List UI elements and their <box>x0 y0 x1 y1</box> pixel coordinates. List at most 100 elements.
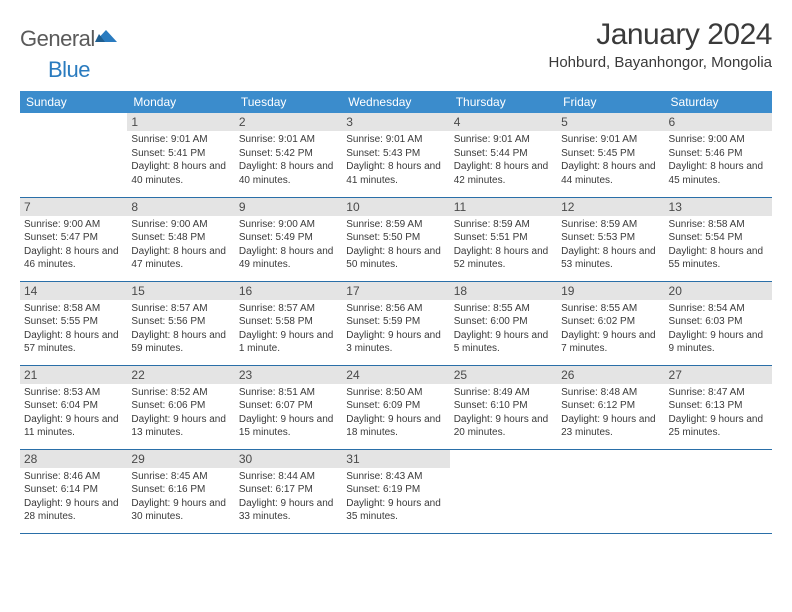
calendar-cell: 9Sunrise: 9:00 AMSunset: 5:49 PMDaylight… <box>235 197 342 281</box>
calendar-cell: 1Sunrise: 9:01 AMSunset: 5:41 PMDaylight… <box>127 113 234 197</box>
day-info: Sunrise: 8:56 AMSunset: 5:59 PMDaylight:… <box>346 302 445 356</box>
daylight-text: Daylight: 8 hours and 44 minutes. <box>561 160 660 187</box>
logo-wing-icon <box>95 24 117 47</box>
day-info: Sunrise: 9:01 AMSunset: 5:43 PMDaylight:… <box>346 133 445 187</box>
calendar-cell: 16 Sunrise: 8:57 AMSunset: 5:58 PMDayligh… <box>235 281 342 365</box>
daylight-text: Daylight: 9 hours and 28 minutes. <box>24 497 123 524</box>
sunrise-text: Sunrise: 8:59 AM <box>346 218 445 232</box>
day-info: Sunrise: 9:01 AMSunset: 5:44 PMDaylight:… <box>454 133 553 187</box>
day-number: 8 <box>127 198 234 216</box>
sunset-text: Sunset: 6:03 PM <box>669 315 768 329</box>
sunset-text: Sunset: 5:47 PM <box>24 231 123 245</box>
calendar-cell: 22Sunrise: 8:52 AMSunset: 6:06 PMDayligh… <box>127 365 234 449</box>
sunrise-text: Sunrise: 8:51 AM <box>239 386 338 400</box>
day-number: 21 <box>20 366 127 384</box>
day-number: 23 <box>235 366 342 384</box>
calendar-cell: 18Sunrise: 8:55 AMSunset: 6:00 PMDayligh… <box>450 281 557 365</box>
weekday-header: Wednesday <box>342 91 449 113</box>
day-number: 4 <box>450 113 557 131</box>
day-info: Sunrise: 8:48 AMSunset: 6:12 PMDaylight:… <box>561 386 660 440</box>
daylight-text: Daylight: 9 hours and 30 minutes. <box>131 497 230 524</box>
day-number: 19 <box>557 282 664 300</box>
calendar-cell: 28 Sunrise: 8:46 AMSunset: 6:14 PMDayligh… <box>20 449 127 533</box>
page: General January 2024 Hohburd, Bayanhongo… <box>0 0 792 534</box>
calendar-cell: 13Sunrise: 8:58 AMSunset: 5:54 PMDayligh… <box>665 197 772 281</box>
day-number: 30 <box>235 450 342 468</box>
sunrise-text: Sunrise: 9:00 AM <box>24 218 123 232</box>
day-info: Sunrise: 8:55 AMSunset: 6:00 PMDaylight:… <box>454 302 553 356</box>
calendar-cell: 26Sunrise: 8:48 AMSunset: 6:12 PMDayligh… <box>557 365 664 449</box>
daylight-text: Daylight: 9 hours and 18 minutes. <box>346 413 445 440</box>
sunset-text: Sunset: 5:41 PM <box>131 147 230 161</box>
day-info: Sunrise: 8:45 AMSunset: 6:16 PMDaylight:… <box>131 470 230 524</box>
day-number: 7 <box>20 198 127 216</box>
day-number: 17 <box>342 282 449 300</box>
sunrise-text: Sunrise: 8:55 AM <box>561 302 660 316</box>
day-info: Sunrise: 8:44 AMSunset: 6:17 PMDaylight:… <box>239 470 338 524</box>
sunrise-text: Sunrise: 8:49 AM <box>454 386 553 400</box>
day-number: 22 <box>127 366 234 384</box>
day-info: Sunrise: 9:01 AMSunset: 5:45 PMDaylight:… <box>561 133 660 187</box>
calendar-cell: 2Sunrise: 9:01 AMSunset: 5:42 PMDaylight… <box>235 113 342 197</box>
calendar-cell <box>450 449 557 533</box>
sunset-text: Sunset: 6:09 PM <box>346 399 445 413</box>
calendar-cell: 27Sunrise: 8:47 AMSunset: 6:13 PMDayligh… <box>665 365 772 449</box>
daylight-text: Daylight: 9 hours and 9 minutes. <box>669 329 768 356</box>
sunrise-text: Sunrise: 9:01 AM <box>239 133 338 147</box>
weekday-header: Monday <box>127 91 234 113</box>
day-info: Sunrise: 8:46 AMSunset: 6:14 PMDaylight:… <box>24 470 123 524</box>
day-number: 9 <box>235 198 342 216</box>
sunset-text: Sunset: 5:45 PM <box>561 147 660 161</box>
day-number: 31 <box>342 450 449 468</box>
weekday-header: Friday <box>557 91 664 113</box>
day-number: 3 <box>342 113 449 131</box>
sunrise-text: Sunrise: 9:01 AM <box>346 133 445 147</box>
daylight-text: Daylight: 8 hours and 49 minutes. <box>239 245 338 272</box>
day-info: Sunrise: 8:57 AMSunset: 5:58 PMDaylight:… <box>239 302 338 356</box>
day-info: Sunrise: 9:00 AMSunset: 5:47 PMDaylight:… <box>24 218 123 272</box>
calendar-row: 28 Sunrise: 8:46 AMSunset: 6:14 PMDayligh… <box>20 449 772 533</box>
day-info: Sunrise: 8:59 AMSunset: 5:53 PMDaylight:… <box>561 218 660 272</box>
sunset-text: Sunset: 6:07 PM <box>239 399 338 413</box>
sunrise-text: Sunrise: 9:00 AM <box>239 218 338 232</box>
calendar-cell: 15Sunrise: 8:57 AMSunset: 5:56 PMDayligh… <box>127 281 234 365</box>
daylight-text: Daylight: 9 hours and 25 minutes. <box>669 413 768 440</box>
sunset-text: Sunset: 5:42 PM <box>239 147 338 161</box>
daylight-text: Daylight: 8 hours and 41 minutes. <box>346 160 445 187</box>
sunset-text: Sunset: 6:12 PM <box>561 399 660 413</box>
day-number: 25 <box>450 366 557 384</box>
sunrise-text: Sunrise: 8:48 AM <box>561 386 660 400</box>
sunset-text: Sunset: 5:55 PM <box>24 315 123 329</box>
calendar-cell: 20Sunrise: 8:54 AMSunset: 6:03 PMDayligh… <box>665 281 772 365</box>
weekday-header-row: Sunday Monday Tuesday Wednesday Thursday… <box>20 91 772 113</box>
sunrise-text: Sunrise: 8:54 AM <box>669 302 768 316</box>
daylight-text: Daylight: 9 hours and 15 minutes. <box>239 413 338 440</box>
sunset-text: Sunset: 6:10 PM <box>454 399 553 413</box>
sunset-text: Sunset: 5:46 PM <box>669 147 768 161</box>
daylight-text: Daylight: 9 hours and 13 minutes. <box>131 413 230 440</box>
calendar-cell: 25Sunrise: 8:49 AMSunset: 6:10 PMDayligh… <box>450 365 557 449</box>
sunrise-text: Sunrise: 8:58 AM <box>669 218 768 232</box>
calendar-cell: 11Sunrise: 8:59 AMSunset: 5:51 PMDayligh… <box>450 197 557 281</box>
sunset-text: Sunset: 6:14 PM <box>24 483 123 497</box>
weekday-header: Thursday <box>450 91 557 113</box>
sunrise-text: Sunrise: 8:56 AM <box>346 302 445 316</box>
day-info: Sunrise: 8:55 AMSunset: 6:02 PMDaylight:… <box>561 302 660 356</box>
brand-general: General <box>20 26 95 52</box>
calendar-cell: 17 Sunrise: 8:56 AMSunset: 5:59 PMDayligh… <box>342 281 449 365</box>
weekday-header: Saturday <box>665 91 772 113</box>
daylight-text: Daylight: 8 hours and 57 minutes. <box>24 329 123 356</box>
sunset-text: Sunset: 6:04 PM <box>24 399 123 413</box>
sunrise-text: Sunrise: 8:50 AM <box>346 386 445 400</box>
day-info: Sunrise: 8:59 AMSunset: 5:50 PMDaylight:… <box>346 218 445 272</box>
day-info: Sunrise: 9:01 AMSunset: 5:41 PMDaylight:… <box>131 133 230 187</box>
daylight-text: Daylight: 8 hours and 42 minutes. <box>454 160 553 187</box>
sunset-text: Sunset: 5:50 PM <box>346 231 445 245</box>
daylight-text: Daylight: 8 hours and 52 minutes. <box>454 245 553 272</box>
day-info: Sunrise: 8:58 AMSunset: 5:54 PMDaylight:… <box>669 218 768 272</box>
calendar-cell <box>665 449 772 533</box>
day-number: 16 <box>235 282 342 300</box>
sunset-text: Sunset: 5:43 PM <box>346 147 445 161</box>
month-title: January 2024 <box>549 18 773 52</box>
day-number: 28 <box>20 450 127 468</box>
